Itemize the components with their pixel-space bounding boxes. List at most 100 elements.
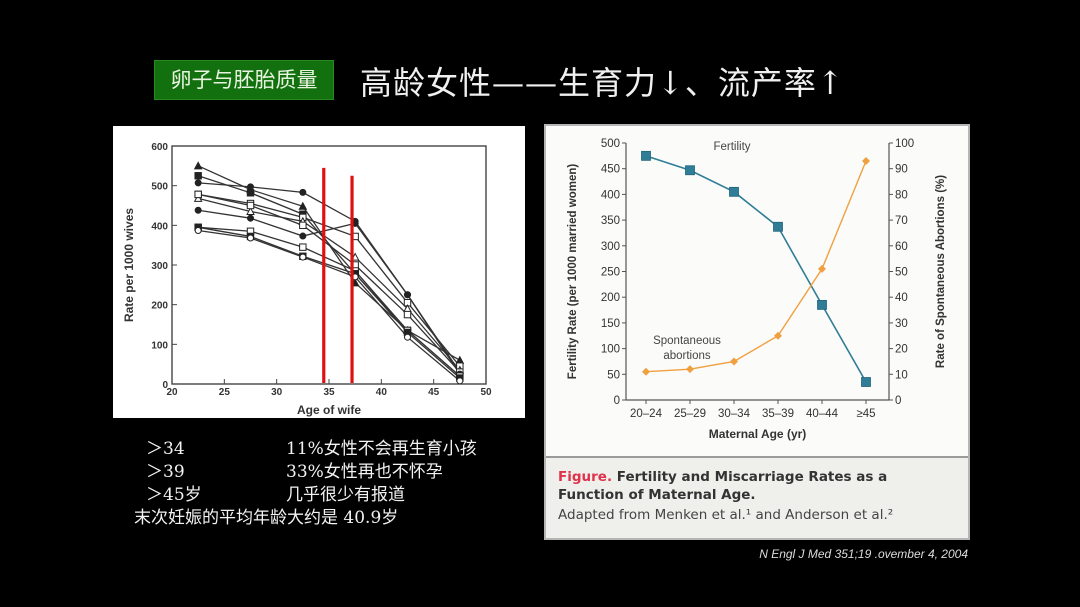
fertility-series-label: Fertility <box>713 141 750 153</box>
fertility-line <box>645 155 867 383</box>
x-tick-label: 35 <box>323 387 335 398</box>
x-tick-label: 40 <box>376 387 388 398</box>
fertility-point <box>817 300 827 310</box>
y-tick-label: 600 <box>151 142 168 153</box>
left-y-tick-label: 400 <box>601 189 620 201</box>
x-tick-label: 50 <box>480 387 492 398</box>
abortion-point <box>686 365 694 374</box>
series-line <box>197 165 461 361</box>
note-value: 几乎很少有报道 <box>286 485 405 505</box>
y-tick-label: 500 <box>151 182 168 193</box>
data-point <box>299 188 307 196</box>
figure-title: Fertility and Miscarriage Rates as a Fun… <box>558 469 888 503</box>
x-tick-label: 40–44 <box>806 408 839 420</box>
x-tick-label: 20 <box>166 387 178 398</box>
abortion-series-label: abortions <box>663 350 711 362</box>
x-tick-label: 35–39 <box>762 408 794 420</box>
right-y-tick-label: 80 <box>895 189 908 201</box>
right-y-tick-label: 90 <box>895 164 908 176</box>
y-tick-label: 100 <box>151 340 168 351</box>
y-tick-label: 300 <box>151 261 168 272</box>
left-y-tick-label: 500 <box>601 138 620 150</box>
note-row: ＞45岁 几乎很少有报道 <box>134 484 405 507</box>
notes-list: ＞34 11%女性不会再生育小孩 ＞39 33%女性再也不怀孕 ＞45岁 几乎很… <box>134 438 477 530</box>
data-point <box>247 214 254 222</box>
series-line <box>198 193 461 373</box>
right-y-tick-label: 30 <box>895 318 908 330</box>
left-y-tick-label: 200 <box>601 292 620 304</box>
section-tag: 卵子与胚胎质量 <box>154 60 334 100</box>
data-point <box>404 291 411 299</box>
fertility-by-age-chart: 0 100 200 300 400 500 600 20 25 30 35 40 45 50 Age of … <box>113 126 525 418</box>
right-y-tick-label: 20 <box>895 344 908 356</box>
fertility-point <box>641 150 651 161</box>
x-axis-label: Age of wife <box>297 403 361 417</box>
series-line <box>198 197 461 371</box>
note-row: ＞34 11%女性不会再生育小孩 <box>134 438 477 461</box>
data-point <box>246 201 255 210</box>
x-tick-label: 25–29 <box>674 408 706 420</box>
data-point <box>455 355 465 364</box>
left-y-tick-label: 150 <box>601 318 620 330</box>
data-point <box>299 243 307 251</box>
fertility-point <box>773 221 783 232</box>
right-y-tick-label: 60 <box>895 241 908 253</box>
data-point <box>247 234 254 242</box>
series-line <box>197 175 461 377</box>
figure-label: Figure. <box>558 469 613 485</box>
y-tick-label: 400 <box>151 221 168 232</box>
right-y-axis-label: Rate of Spontaneous Abortions (%) <box>935 175 947 368</box>
x-tick-label: 30–34 <box>718 408 751 420</box>
right-y-tick-label: 40 <box>895 292 908 304</box>
data-point <box>404 333 411 341</box>
data-point <box>403 310 412 319</box>
series-line <box>198 209 461 375</box>
note-value: 11%女性不会再生育小孩 <box>286 439 477 459</box>
fertility-point <box>861 377 871 387</box>
data-point <box>246 189 255 197</box>
figure-caption: Figure. Fertility and Miscarriage Rates … <box>546 456 968 538</box>
x-tick-label: ≥45 <box>856 408 875 420</box>
data-point <box>194 226 202 234</box>
slide-title: 高龄女性——生育力↓、流产率↑ <box>360 64 845 102</box>
abortion-point <box>818 264 826 273</box>
x-tick-label: 45 <box>428 387 440 398</box>
series-line <box>198 229 461 382</box>
left-y-tick-label: 350 <box>601 215 620 227</box>
chart-2-svg: 0 50 100 150 200 250 300 350 400 450 500 0 10 20 30 40 5… <box>567 138 947 441</box>
y-tick-label: 200 <box>151 301 168 312</box>
chart-1-svg: 0 100 200 300 400 500 600 20 25 30 35 40 45 50 Age of … <box>122 142 492 417</box>
note-key: ＞39 <box>146 462 185 482</box>
left-y-tick-label: 300 <box>601 241 620 253</box>
right-y-tick-label: 0 <box>895 395 901 407</box>
fertility-point <box>685 165 695 176</box>
note-key: ＞34 <box>146 439 185 459</box>
data-point <box>194 172 202 180</box>
y-axis-label: Rate per 1000 wives <box>122 208 136 322</box>
figure-source: Adapted from Menken et al.¹ and Anderson… <box>558 507 894 523</box>
x-tick-label: 20–24 <box>630 408 663 420</box>
left-y-tick-label: 100 <box>601 344 620 356</box>
x-tick-label: 25 <box>219 387 231 398</box>
data-point <box>299 221 307 230</box>
abortion-series-label: Spontaneous <box>653 335 721 347</box>
abortion-point <box>642 367 650 376</box>
right-y-tick-label: 70 <box>895 215 908 227</box>
data-point <box>194 190 202 199</box>
fertility-point <box>729 186 739 197</box>
right-y-tick-label: 100 <box>895 138 914 150</box>
left-y-tick-label: 0 <box>614 395 620 407</box>
data-point <box>193 161 203 170</box>
data-point <box>193 193 203 202</box>
nejm-figure: 0 50 100 150 200 250 300 350 400 450 500 0 10 20 30 40 5… <box>544 124 970 540</box>
abortion-line <box>645 160 867 373</box>
data-point <box>194 179 202 187</box>
abortion-point <box>730 357 738 366</box>
left-y-tick-label: 250 <box>601 267 620 279</box>
citation: N Engl J Med 351;19 .ovember 4, 2004 <box>759 547 968 561</box>
data-point <box>194 206 202 214</box>
left-y-tick-label: 50 <box>607 369 620 381</box>
x-axis-label: Maternal Age (yr) <box>709 427 807 441</box>
data-point <box>246 206 255 215</box>
note-value: 33%女性再也不怀孕 <box>286 462 443 482</box>
